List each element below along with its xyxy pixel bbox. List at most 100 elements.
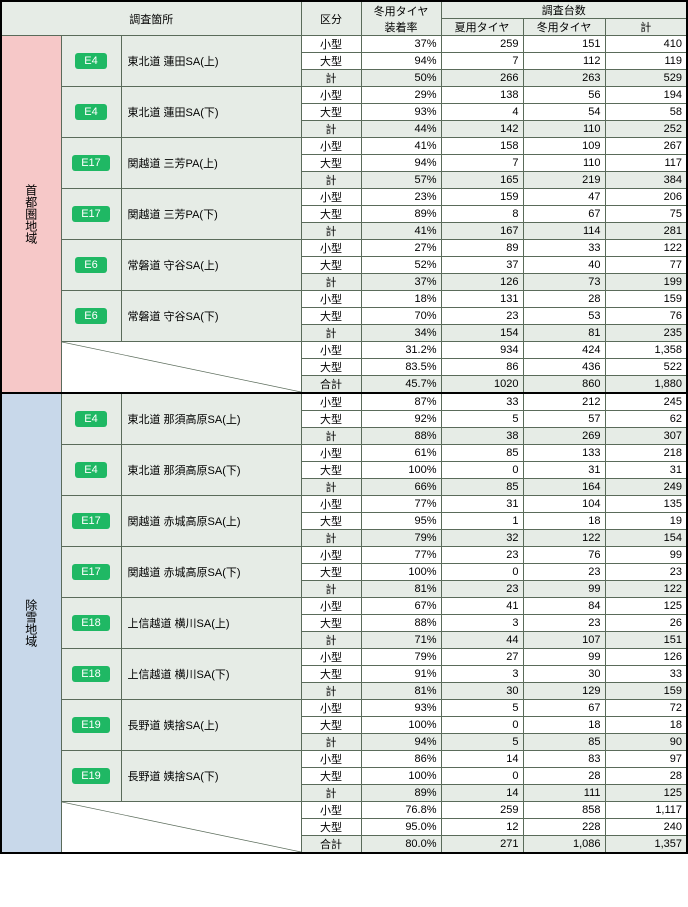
value-cell: 129 <box>523 683 605 700</box>
value-cell: 94% <box>361 53 441 70</box>
summary-value: 1,358 <box>605 342 687 359</box>
value-cell: 33 <box>441 393 523 411</box>
value-cell: 100% <box>361 717 441 734</box>
summary-value: 1,880 <box>605 376 687 394</box>
category-cell: 小型 <box>301 700 361 717</box>
value-cell: 89% <box>361 785 441 802</box>
location-name: 東北道 蓮田SA(上) <box>121 36 301 87</box>
summary-value: 1,357 <box>605 836 687 854</box>
value-cell: 100% <box>361 768 441 785</box>
value-cell: 99 <box>605 547 687 564</box>
value-cell: 267 <box>605 138 687 155</box>
value-cell: 0 <box>441 768 523 785</box>
value-cell: 100% <box>361 462 441 479</box>
value-cell: 109 <box>523 138 605 155</box>
value-cell: 133 <box>523 445 605 462</box>
value-cell: 79% <box>361 530 441 547</box>
header-total: 計 <box>605 19 687 36</box>
category-cell: 大型 <box>301 53 361 70</box>
category-cell: 大型 <box>301 257 361 274</box>
value-cell: 37% <box>361 36 441 53</box>
value-cell: 269 <box>523 428 605 445</box>
route-badge-cell: E17 <box>61 547 121 598</box>
value-cell: 159 <box>605 291 687 308</box>
summary-value: 86 <box>441 359 523 376</box>
value-cell: 219 <box>523 172 605 189</box>
value-cell: 81% <box>361 683 441 700</box>
value-cell: 67 <box>523 700 605 717</box>
route-badge: E6 <box>75 257 106 273</box>
value-cell: 99 <box>523 649 605 666</box>
value-cell: 57 <box>523 411 605 428</box>
category-cell: 計 <box>301 479 361 496</box>
value-cell: 259 <box>441 36 523 53</box>
category-cell: 小型 <box>301 445 361 462</box>
summary-value: 76.8% <box>361 802 441 819</box>
region-label: 首都圏地域 <box>1 36 61 394</box>
location-name: 常磐道 守谷SA(下) <box>121 291 301 342</box>
value-cell: 110 <box>523 121 605 138</box>
category-cell: 計 <box>301 428 361 445</box>
value-cell: 7 <box>441 155 523 172</box>
summary-category: 合計 <box>301 836 361 854</box>
value-cell: 33 <box>605 666 687 683</box>
value-cell: 85 <box>441 479 523 496</box>
value-cell: 23% <box>361 189 441 206</box>
value-cell: 1 <box>441 513 523 530</box>
category-cell: 小型 <box>301 240 361 257</box>
category-cell: 計 <box>301 121 361 138</box>
value-cell: 28 <box>605 768 687 785</box>
category-cell: 計 <box>301 581 361 598</box>
value-cell: 31 <box>441 496 523 513</box>
header-survey: 調査台数 <box>441 1 687 19</box>
summary-category: 大型 <box>301 819 361 836</box>
value-cell: 94% <box>361 155 441 172</box>
value-cell: 119 <box>605 53 687 70</box>
value-cell: 199 <box>605 274 687 291</box>
route-badge-cell: E19 <box>61 751 121 802</box>
category-cell: 小型 <box>301 496 361 513</box>
value-cell: 83 <box>523 751 605 768</box>
value-cell: 29% <box>361 87 441 104</box>
value-cell: 31 <box>605 462 687 479</box>
summary-value: 80.0% <box>361 836 441 854</box>
header-category: 区分 <box>301 1 361 36</box>
category-cell: 大型 <box>301 666 361 683</box>
value-cell: 159 <box>605 683 687 700</box>
value-cell: 77 <box>605 257 687 274</box>
tire-survey-table: 調査箇所 区分 冬用タイヤ 装着率 調査台数 夏用タイヤ 冬用タイヤ 計 首都圏… <box>0 0 688 854</box>
value-cell: 14 <box>441 751 523 768</box>
location-name: 東北道 蓮田SA(下) <box>121 87 301 138</box>
diagonal-cell <box>61 802 301 854</box>
value-cell: 31 <box>523 462 605 479</box>
value-cell: 33 <box>523 240 605 257</box>
value-cell: 53 <box>523 308 605 325</box>
value-cell: 70% <box>361 308 441 325</box>
value-cell: 0 <box>441 717 523 734</box>
category-cell: 大型 <box>301 411 361 428</box>
location-name: 東北道 那須高原SA(上) <box>121 393 301 445</box>
category-cell: 小型 <box>301 189 361 206</box>
value-cell: 281 <box>605 223 687 240</box>
category-cell: 計 <box>301 785 361 802</box>
value-cell: 0 <box>441 462 523 479</box>
value-cell: 206 <box>605 189 687 206</box>
category-cell: 小型 <box>301 138 361 155</box>
value-cell: 30 <box>441 683 523 700</box>
location-name: 東北道 那須高原SA(下) <box>121 445 301 496</box>
location-name: 上信越道 横川SA(下) <box>121 649 301 700</box>
summary-value: 1,117 <box>605 802 687 819</box>
summary-category: 大型 <box>301 359 361 376</box>
value-cell: 114 <box>523 223 605 240</box>
category-cell: 計 <box>301 325 361 342</box>
summary-category: 小型 <box>301 802 361 819</box>
value-cell: 126 <box>441 274 523 291</box>
value-cell: 7 <box>441 53 523 70</box>
summary-value: 45.7% <box>361 376 441 394</box>
route-badge-cell: E17 <box>61 496 121 547</box>
value-cell: 99 <box>523 581 605 598</box>
value-cell: 164 <box>523 479 605 496</box>
category-cell: 大型 <box>301 206 361 223</box>
value-cell: 19 <box>605 513 687 530</box>
value-cell: 71% <box>361 632 441 649</box>
